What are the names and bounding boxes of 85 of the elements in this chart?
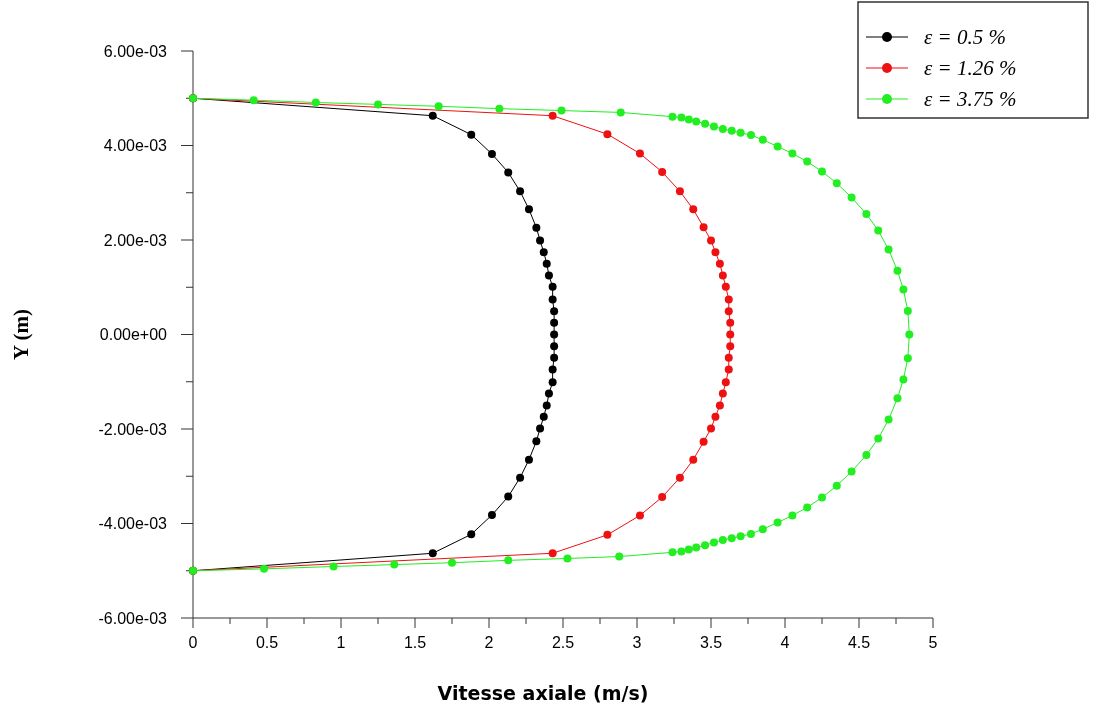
- x-tick-label: 4.5: [847, 634, 871, 651]
- point: [467, 530, 476, 539]
- point: [635, 511, 644, 520]
- point: [711, 248, 720, 257]
- legend-label: ε = 0.5 %: [924, 25, 1006, 50]
- point: [718, 389, 727, 398]
- legend-label: ε = 1.26 %: [924, 56, 1017, 81]
- point: [532, 437, 541, 446]
- point: [487, 150, 496, 159]
- x-tick-label: 3.5: [699, 634, 723, 651]
- point: [724, 365, 733, 374]
- point: [724, 295, 733, 304]
- y-tick-label: 2.00e-03: [103, 231, 168, 249]
- x-tick-label: 5: [928, 634, 938, 651]
- x-tick-label: 4: [780, 634, 790, 651]
- point: [689, 455, 698, 464]
- point: [550, 342, 559, 351]
- point: [428, 549, 437, 558]
- point: [550, 353, 559, 362]
- point: [542, 259, 551, 268]
- point: [548, 282, 557, 291]
- point: [715, 259, 724, 268]
- y-tick-label: -4.00e-03: [98, 515, 168, 533]
- point: [550, 318, 559, 327]
- point: [675, 473, 684, 482]
- point: [532, 223, 541, 232]
- y-tick-label: -2.00e-03: [98, 420, 168, 438]
- point: [536, 236, 545, 245]
- point: [707, 236, 715, 245]
- point: [524, 455, 533, 464]
- point: [548, 111, 557, 120]
- x-tick-label: 2: [484, 634, 494, 651]
- point: [550, 307, 559, 316]
- point: [536, 424, 545, 433]
- point: [707, 424, 715, 433]
- point: [724, 353, 733, 362]
- point: [504, 168, 513, 177]
- point: [542, 401, 551, 410]
- point: [721, 378, 730, 387]
- y-tick-label: -6.00e-03: [98, 609, 168, 627]
- y-tick-label: 0.00e+00: [99, 326, 168, 344]
- x-tick-label: 0.5: [255, 634, 279, 651]
- point: [467, 130, 476, 139]
- point: [516, 473, 525, 482]
- x-tick-label: 2.5: [551, 634, 575, 651]
- point: [487, 511, 496, 519]
- point: [699, 223, 708, 232]
- point: [603, 130, 612, 139]
- y-axis-title: Y (m): [9, 308, 33, 361]
- x-axis-title: Vitesse axiale (m/s): [437, 682, 649, 704]
- y-tick-label: 4.00e-03: [103, 137, 168, 155]
- x-tick-label: 1: [336, 634, 346, 651]
- point: [715, 401, 724, 410]
- point: [548, 295, 557, 304]
- x-tick-label: 1.5: [403, 634, 427, 651]
- point: [428, 111, 437, 120]
- legend-label: ε = 3.75 %: [924, 87, 1017, 112]
- point: [689, 205, 698, 214]
- point: [516, 187, 525, 196]
- point: [544, 271, 553, 280]
- point: [635, 149, 644, 158]
- point: [699, 437, 708, 446]
- point: [724, 307, 733, 316]
- point: [603, 530, 612, 539]
- point: [539, 248, 548, 257]
- point: [658, 167, 667, 176]
- point: [721, 282, 730, 291]
- x-tick-label: 0: [188, 634, 198, 651]
- point: [524, 205, 533, 214]
- point: [539, 412, 548, 421]
- point: [544, 389, 553, 398]
- point: [550, 330, 559, 339]
- x-tick-label: 3: [632, 634, 642, 651]
- point: [504, 492, 513, 501]
- point: [711, 412, 720, 421]
- point: [718, 271, 727, 280]
- point: [675, 187, 684, 196]
- y-tick-label: 6.00e-03: [103, 42, 168, 60]
- point: [726, 318, 735, 327]
- point: [658, 493, 667, 502]
- point: [548, 549, 557, 558]
- point: [548, 378, 557, 387]
- point: [548, 365, 557, 374]
- point: [726, 330, 735, 339]
- point: [726, 342, 735, 351]
